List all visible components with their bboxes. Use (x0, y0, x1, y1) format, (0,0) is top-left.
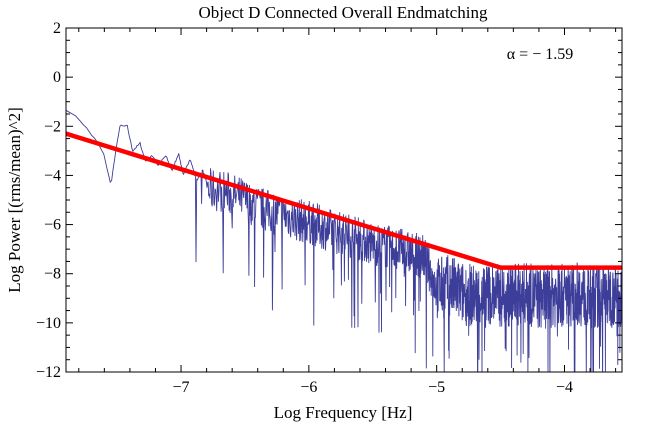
y-tick-label: −8 (44, 266, 61, 283)
y-tick-label: −12 (36, 364, 61, 381)
y-tick-label: 0 (53, 69, 61, 86)
x-axis-label: Log Frequency [Hz] (274, 403, 413, 422)
fit-series-line (66, 131, 622, 270)
x-tick-label: −7 (173, 379, 190, 396)
spectrum-series-line (66, 109, 622, 372)
y-tick-label: −2 (44, 118, 61, 135)
y-tick-label: −10 (36, 315, 61, 332)
axes: −7 −6 −5 −4 2 0 −2 −4 −6 −8 −10 −12 (36, 20, 622, 396)
y-tick-label: −4 (44, 167, 61, 184)
x-tick-label: −6 (300, 379, 317, 396)
y-axis-label: Log Power [(rms/mean)^2] (5, 107, 24, 292)
x-tick-label: −5 (428, 379, 445, 396)
x-tick-label: −4 (556, 379, 573, 396)
y-tick-label: −6 (44, 217, 61, 234)
chart-title: Object D Connected Overall Endmatching (199, 3, 488, 22)
plot-area (66, 109, 622, 372)
alpha-annotation: α = − 1.59 (507, 46, 573, 63)
y-tick-label: 2 (53, 20, 61, 37)
